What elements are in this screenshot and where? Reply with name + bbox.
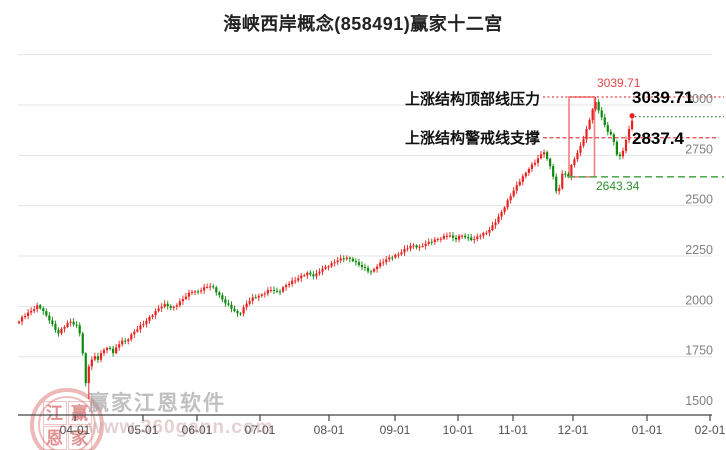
watermark-brand-text: 赢家江恩软件 [88,392,226,415]
seal-characters: 江 赢 恩 家 [38,396,96,450]
candles [17,97,634,400]
y-axis-label: 2250 [685,243,713,257]
x-axis-label: 01-01 [632,423,663,437]
watermark-url-text: www.360gann.com [88,417,274,438]
last-price-dot [629,113,635,119]
x-axis-label: 02-01 [695,423,726,437]
y-axis-label: 3000 [685,92,713,106]
pressure-value-small: 3039.71 [597,76,641,90]
x-axis-label: 07-01 [245,423,276,437]
seal-char: 江 [42,400,67,425]
structure-box [568,96,596,178]
gann-software-seal-logo: 江 赢 恩 家 [30,388,104,450]
pressure-line-label: 上涨结构顶部线压力 [404,91,540,108]
x-axis-label: 06-01 [182,423,213,437]
x-axis-label: 04-01 [60,423,91,437]
y-axis-label: 1750 [685,344,713,358]
support-value-big: 2837.4 [632,129,684,148]
page-title: 海峡西岸概念(858491)赢家十二宫 [223,14,503,34]
x-axis-label: 10-01 [443,423,474,437]
x-axis-label: 05-01 [128,423,159,437]
lower-support-value: 2643.34 [596,179,640,193]
pressure-value-big: 3039.71 [632,88,694,107]
y-axis-label: 2750 [685,142,713,156]
x-axis-label: 08-01 [314,423,345,437]
support-line-label: 上涨结构警戒线支撑 [404,130,540,147]
x-axis-label: 09-01 [380,423,411,437]
y-axis-label: 2500 [685,193,713,207]
seal-char: 恩 [42,425,67,450]
seal-char: 家 [67,425,92,450]
y-axis-label: 1500 [685,394,713,408]
x-axis-label: 11-01 [498,423,528,437]
y-axis-label: 2000 [685,293,713,307]
x-axis-label: 12-01 [558,423,589,437]
